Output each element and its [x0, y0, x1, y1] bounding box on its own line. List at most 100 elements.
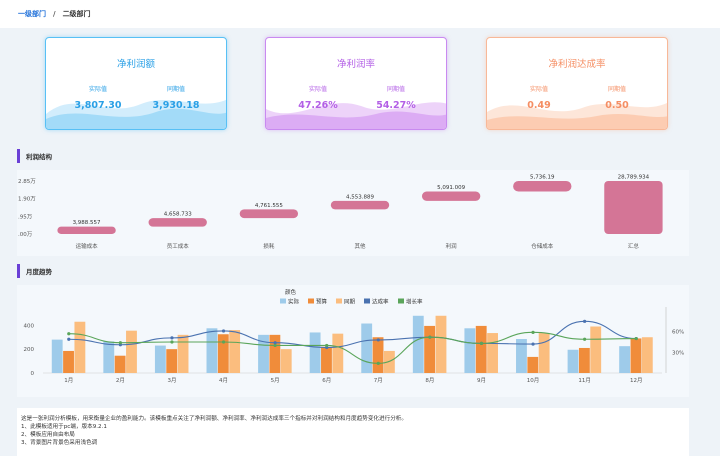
legend-swatch[interactable] [364, 298, 370, 304]
point-达成率[interactable] [376, 338, 380, 342]
line-增长率[interactable] [68, 331, 637, 364]
bar-同期[interactable] [487, 333, 498, 373]
point-增长率[interactable] [273, 343, 277, 348]
prior-value: 3,930.18 [152, 100, 200, 111]
point-增长率[interactable] [583, 337, 587, 341]
point-增长率[interactable] [479, 341, 484, 345]
bar-同期[interactable] [590, 326, 602, 374]
bar-同期[interactable] [74, 321, 86, 373]
description-item: 2、模板应用自由布局 [21, 432, 75, 438]
card-wave-decoration [487, 102, 667, 129]
bar-预算[interactable] [475, 325, 487, 373]
legend-label[interactable]: 达成率 [372, 298, 389, 306]
waterfall-bar[interactable] [57, 226, 116, 234]
bar-实际[interactable] [412, 315, 424, 373]
point-增长率[interactable] [170, 340, 174, 344]
breadcrumb-level2[interactable]: 二级部门 [62, 10, 91, 18]
point-增长率[interactable] [634, 336, 638, 341]
actual-label: 实际值 [308, 86, 327, 93]
bar-同期[interactable] [229, 330, 241, 373]
profit-structure-chart: 2.85万 1.90万 .95万 .00万 3,988.557 运输成本 4,658.733… [18, 175, 663, 250]
section-profit-structure: 利润结构 [17, 149, 52, 163]
bar-同期[interactable] [126, 330, 137, 373]
prior-label: 同期值 [166, 86, 185, 93]
bar-预算[interactable] [166, 349, 178, 373]
bar-同期[interactable] [177, 334, 189, 373]
bar-实际[interactable] [51, 339, 63, 373]
bar-同期[interactable] [280, 349, 292, 373]
bar-同期[interactable] [538, 333, 550, 373]
point-增长率[interactable] [325, 343, 329, 348]
legend-swatch[interactable] [308, 298, 314, 304]
bar-实际[interactable] [464, 328, 476, 373]
point-增长率[interactable] [118, 341, 122, 345]
waterfall-bar[interactable] [421, 191, 481, 201]
legend-swatch[interactable] [336, 298, 342, 304]
breadcrumb-level1[interactable]: 一级部门 [18, 10, 46, 18]
bar-实际[interactable] [258, 334, 269, 373]
y-tick-label: 1.90万 [18, 196, 36, 203]
point-达成率[interactable] [583, 319, 587, 323]
point-增长率[interactable] [428, 335, 432, 339]
bar-同期[interactable] [435, 315, 447, 373]
bar-预算[interactable] [630, 338, 642, 373]
bar-实际[interactable] [154, 345, 166, 373]
bar-预算[interactable] [114, 355, 126, 373]
x-tick-label: 仓储成本 [531, 242, 554, 250]
point-增长率[interactable] [67, 332, 71, 336]
bar-实际[interactable] [619, 346, 631, 373]
waterfall-bar[interactable] [604, 181, 663, 234]
bar-实际[interactable] [567, 349, 579, 373]
legend-label[interactable]: 实际 [288, 298, 300, 306]
bar-同期[interactable] [383, 350, 395, 373]
legend-label[interactable]: 预算 [316, 298, 328, 306]
point-增长率[interactable] [221, 340, 226, 344]
waterfall-bar[interactable] [513, 181, 572, 192]
waterfall-bar[interactable] [148, 218, 207, 227]
point-增长率[interactable] [531, 330, 535, 334]
legend-label[interactable]: 同期 [344, 299, 356, 306]
x-tick-label: 其他 [354, 242, 366, 250]
point-达成率[interactable] [221, 329, 226, 333]
bar-实际[interactable] [361, 323, 373, 373]
description-panel: 这是一张利润分析模板，用来衡量企业的盈利能力。该模板重点关注了净利润额、净利润率… [17, 408, 689, 456]
y-tick-label: .95万 [18, 213, 33, 220]
bar-实际[interactable] [516, 339, 527, 373]
bar-预算[interactable] [63, 350, 74, 373]
waterfall-bar[interactable] [239, 209, 299, 219]
point-达成率[interactable] [531, 342, 535, 346]
line-达成率[interactable] [68, 320, 637, 349]
bar-预算[interactable] [527, 356, 539, 373]
bar-同期[interactable] [641, 337, 653, 373]
data-label: 4,658.733 [164, 212, 192, 218]
bar-实际[interactable] [103, 341, 115, 373]
point-达成率[interactable] [67, 337, 71, 341]
bar-预算[interactable] [424, 325, 436, 373]
waterfall-bar[interactable] [330, 200, 390, 210]
description-item: 1、此模板适用于pc端，版本9.2.1 [21, 424, 107, 430]
section-accent [17, 149, 20, 163]
bar-预算[interactable] [217, 334, 229, 373]
actual-label: 实际值 [529, 86, 548, 93]
bar-实际[interactable] [206, 328, 218, 373]
y-left-tick-label: 200 [24, 347, 35, 353]
breadcrumb: 一级部门 / 二级部门 [0, 0, 720, 28]
point-达成率[interactable] [273, 341, 277, 345]
point-增长率[interactable] [376, 361, 380, 365]
data-label: 5,736.19 [530, 175, 555, 181]
bar-预算[interactable] [578, 347, 590, 373]
bar-实际[interactable] [309, 332, 321, 373]
bar-同期[interactable] [332, 333, 344, 373]
bar-预算[interactable] [269, 334, 281, 373]
legend-label[interactable]: 增长率 [406, 298, 423, 306]
prior-label: 同期值 [386, 86, 405, 93]
point-达成率[interactable] [170, 336, 174, 340]
actual-value: 3,807.30 [74, 100, 122, 111]
legend-swatch[interactable] [280, 298, 286, 304]
legend-swatch[interactable] [398, 298, 404, 304]
bar-预算[interactable] [321, 346, 332, 373]
y-left-tick-label: 0 [31, 371, 35, 377]
bar-预算[interactable] [372, 337, 384, 373]
x-tick-label: 1月 [64, 377, 73, 384]
